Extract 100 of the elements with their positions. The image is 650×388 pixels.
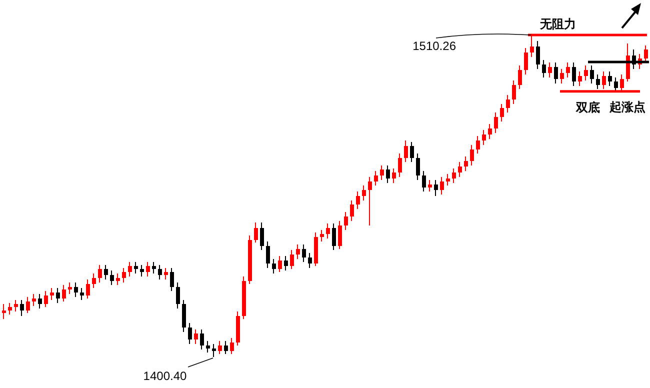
candlestick <box>368 176 372 226</box>
candlestick <box>524 48 528 76</box>
candlestick <box>386 164 390 184</box>
candlestick <box>458 162 462 178</box>
candlestick <box>134 262 138 274</box>
candlestick <box>554 62 558 84</box>
candlestick <box>560 68 564 84</box>
candlestick <box>122 267 126 283</box>
candlestick <box>464 156 468 172</box>
candlestick <box>392 168 396 184</box>
candlestick <box>140 264 144 277</box>
candlestick <box>62 284 66 302</box>
candlestick <box>32 294 36 306</box>
candlestick <box>110 270 114 286</box>
candlestick <box>356 190 360 210</box>
candlestick <box>116 273 120 286</box>
candlestick <box>338 220 342 250</box>
candlestick <box>500 103 504 122</box>
ref-line-label: 双底 <box>575 100 600 114</box>
candlestick <box>398 152 402 178</box>
candlestick <box>536 40 540 70</box>
candlestick <box>440 176 444 195</box>
candlestick <box>626 43 630 82</box>
candlestick <box>80 288 84 301</box>
candlestick <box>296 244 300 260</box>
text: 1400.40 <box>143 369 188 383</box>
candlestick <box>452 168 456 184</box>
candlestick <box>578 71 582 87</box>
candlestick <box>128 262 132 277</box>
candlestick <box>434 179 438 196</box>
candlestick <box>302 244 306 263</box>
candlestick <box>362 185 366 202</box>
candlestick <box>14 300 18 312</box>
candlestick <box>644 44 648 64</box>
candlestick <box>272 258 276 274</box>
candlestick <box>410 141 414 163</box>
candlestick <box>332 223 336 251</box>
candlestick <box>26 296 30 314</box>
candlestick <box>446 174 450 186</box>
candlestick <box>584 65 588 81</box>
candlestick <box>320 229 324 242</box>
candlestick <box>260 222 264 251</box>
candlestick <box>74 282 78 298</box>
candlestick <box>98 264 102 283</box>
ref-line-label: 无阻力 <box>539 17 576 31</box>
candlestick <box>596 74 600 90</box>
candlestick <box>548 62 552 78</box>
candlestick <box>512 80 516 104</box>
candlestick <box>200 328 204 350</box>
candlestick <box>104 264 108 280</box>
candlestick <box>44 290 48 308</box>
candlestick <box>50 288 54 301</box>
candlestick <box>422 170 426 192</box>
candlestick <box>254 222 258 244</box>
candlestick <box>608 71 612 87</box>
candlestick <box>284 255 288 272</box>
candlestick <box>266 240 270 268</box>
candlestick <box>542 59 546 78</box>
candlestick <box>224 340 228 355</box>
candlestick <box>374 170 378 186</box>
candlestick <box>86 278 90 299</box>
candlestick <box>488 124 492 140</box>
candlestick <box>230 338 234 355</box>
candlestick <box>92 273 96 289</box>
candlestick <box>170 267 174 292</box>
candlestick <box>416 152 420 180</box>
ref-line-label: 起涨点 <box>608 100 646 114</box>
candlestick <box>38 294 42 310</box>
candlestick <box>404 140 408 163</box>
candlestick <box>308 252 312 268</box>
candlestick <box>614 77 618 92</box>
candlestick <box>428 179 432 192</box>
candlestick <box>470 144 474 166</box>
candlestick <box>206 340 210 353</box>
candlestick <box>518 65 522 90</box>
candlestick <box>482 129 486 146</box>
candlestick <box>326 223 330 240</box>
candlestick <box>152 262 156 274</box>
candlestick <box>182 300 186 333</box>
candlestick <box>290 250 294 270</box>
candlestick <box>56 288 60 304</box>
candlestick <box>20 300 24 317</box>
candlestick <box>476 136 480 154</box>
candlestick <box>188 322 192 344</box>
candlestick <box>566 62 570 78</box>
candlestick <box>158 264 162 280</box>
candlestick <box>194 328 198 344</box>
candlestick <box>176 282 180 310</box>
candlestick <box>8 302 12 315</box>
candlestick <box>146 262 150 277</box>
candlestick <box>218 340 222 355</box>
annotation: 1510.26 <box>412 39 456 53</box>
candlestick <box>278 255 282 272</box>
candlestick <box>380 164 384 180</box>
candlestick <box>590 65 594 84</box>
candlestick <box>350 200 354 222</box>
candlestick <box>572 62 576 87</box>
candlestick <box>344 212 348 230</box>
candlestick <box>506 94 510 114</box>
candlestick <box>494 112 498 134</box>
